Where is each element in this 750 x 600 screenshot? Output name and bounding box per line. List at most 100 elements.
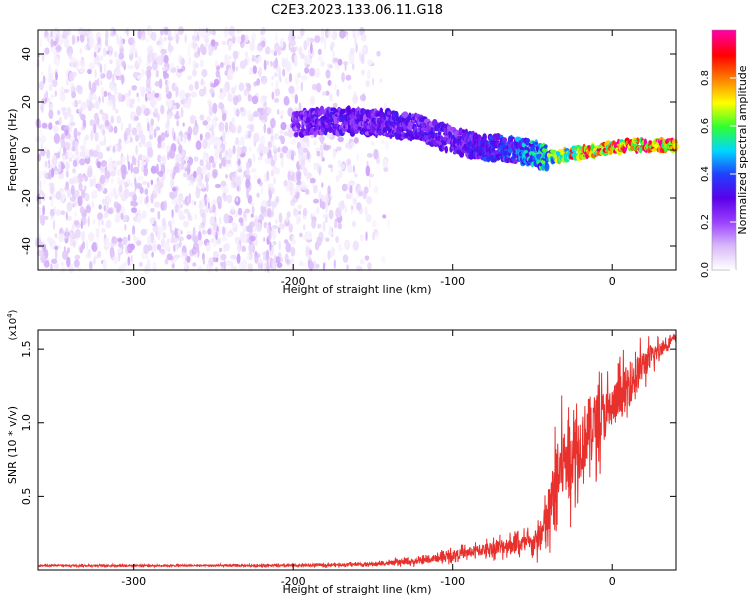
spectrogram-noise-cell [270,49,275,55]
spectrogram-noise-cell [294,54,297,63]
spectrogram-noise-cell [271,229,277,240]
spectrogram-noise-cell [238,82,245,92]
colorbar-segment [712,202,736,205]
spectrogram-noise-cell [136,240,142,246]
spectrogram-noise-cell [66,188,72,198]
spectrogram-noise-cell [40,149,46,157]
spectrogram-noise-cell [194,213,197,220]
spectrogram-noise-cell [136,92,139,98]
spectrogram-noise-cell [205,131,211,140]
spectrogram-noise-cell [125,127,130,136]
colorbar-segment [712,196,736,199]
spectrogram-noise-cell [113,256,118,264]
spectrogram-noise-cell [283,131,290,136]
colorbar-segment [712,210,736,213]
spectrogram-noise-cell [85,205,92,214]
spectrogram-noise-cell [259,135,266,145]
spectrogram-noise-cell [165,84,169,95]
spectrogram-noise-cell [220,261,224,267]
spectrogram-noise-cell [88,39,95,49]
spectrogram-noise-cell [132,71,139,79]
spectrogram-noise-cell [316,150,321,157]
spectrogram-noise-cell [330,41,336,48]
spectrogram-noise-cell [164,36,167,42]
spectrogram-noise-cell [282,68,286,77]
spectrogram-noise-cell [59,146,62,153]
colorbar-segment [712,168,736,171]
spectrogram-noise-cell [100,73,104,80]
spectrogram-noise-cell [277,146,281,153]
spectrogram-noise-cell [209,135,216,145]
spectrogram-noise-cell [274,57,278,69]
spectrogram-noise-cell [99,140,105,147]
spectrogram-noise-cell [78,182,83,191]
colorbar-segment [712,66,736,69]
spectrogram-noise-cell [71,153,76,159]
spectrogram-signal-cell [414,126,418,131]
spectrogram-noise-cell [356,189,359,199]
spectrogram-noise-cell [88,232,95,242]
spectrogram-noise-cell [332,102,338,108]
spectrogram-noise-cell [38,81,44,91]
spectrogram-noise-cell [97,36,102,45]
spectrogram-noise-cell [232,95,239,106]
spectrogram-noise-cell [284,239,289,244]
spectrogram-noise-cell [272,165,277,174]
spectrogram-noise-cell [241,145,247,154]
spectrogram-noise-cell [153,201,161,208]
spectrogram-noise-cell [344,205,348,214]
spectrogram-noise-cell [237,158,241,166]
spectrogram-noise-cell [55,44,62,53]
spectrogram-noise-cell [119,185,123,193]
spectrogram-noise-cell [88,92,94,102]
spectrogram-noise-cell [280,122,287,131]
spectrogram-noise-cell [102,259,107,270]
spectrogram-noise-cell [258,142,265,154]
snr-xtick-label: 0 [609,575,616,588]
spectrogram-noise-cell [294,94,298,104]
spectrogram-noise-cell [224,70,228,76]
spectrogram-noise-cell [305,246,309,257]
spectrogram-noise-cell [197,230,202,241]
spectrogram-noise-cell [158,78,163,89]
spectrogram-noise-cell [130,111,135,121]
spectrogram-noise-cell [316,206,320,215]
colorbar-tick-label: 0.8 [700,70,711,86]
spectrogram-noise-cell [244,58,248,66]
colorbar-segment [712,164,736,167]
spectrogram-noise-cell [120,212,124,220]
colorbar-segment [712,60,736,63]
spectrogram-noise-cell [254,252,259,264]
spectrogram-noise-cell [141,161,147,166]
spectrogram-noise-cell [109,50,112,58]
colorbar-segment [712,258,736,261]
spectrogram-noise-cell [208,106,214,117]
colorbar-segment [712,46,736,49]
spectrogram-noise-cell [226,232,233,237]
colorbar-segment [712,132,736,135]
spectrogram-noise-cell [246,233,249,240]
spectrogram-noise-cell [220,62,224,68]
spectrogram-noise-cell [171,217,175,227]
spectrogram-noise-cell [102,198,105,205]
spectrogram-noise-cell [209,88,215,94]
spectrogram-noise-cell [317,223,322,229]
spectrogram-noise-cell [257,107,263,113]
spectrogram-noise-cell [117,92,122,103]
spectrogram-noise-cell [145,37,150,43]
spectrogram-noise-cell [136,215,141,224]
spectrogram-noise-cell [347,84,352,90]
spectrogram-noise-cell [115,109,119,114]
spectrogram-noise-cell [327,30,331,38]
spectrogram-noise-cell [199,240,204,245]
spectrogram-noise-cell [41,104,44,114]
spectrogram-noise-cell [213,171,217,178]
spectrogram-noise-cell [155,126,160,131]
spectrogram-noise-cell [113,126,118,134]
spectrogram-noise-cell [137,175,144,181]
spectrogram-noise-cell [54,245,59,251]
colorbar-segment [712,158,736,161]
spectrogram-noise-cell [157,113,160,122]
colorbar-segment [712,134,736,137]
